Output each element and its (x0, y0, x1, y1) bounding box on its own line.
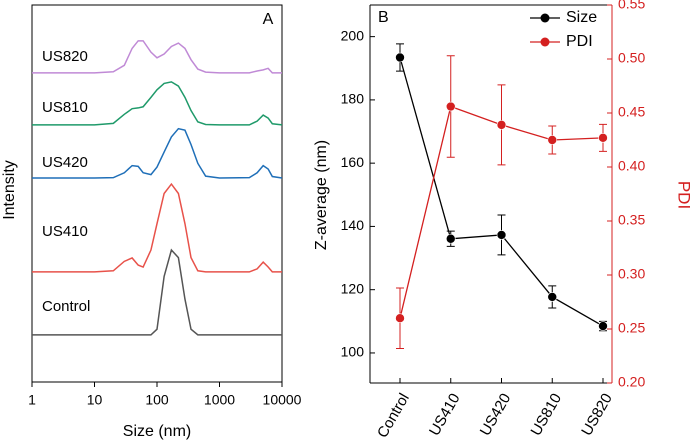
legend-marker (540, 13, 550, 23)
data-point (445, 101, 456, 112)
y2-tick-label: 0.20 (618, 374, 645, 390)
y-axis-label: Intensity (1, 160, 18, 220)
y2-tick-label: 0.35 (618, 212, 645, 228)
y2-tick-label: 0.50 (618, 50, 645, 66)
y-tick-label: 100 (341, 344, 365, 360)
legend-label: Size (566, 9, 597, 26)
y2-tick-label: 0.25 (618, 320, 645, 336)
curve-label: US820 (42, 48, 88, 65)
y-tick-label: 180 (341, 91, 365, 107)
y2-tick-label: 0.45 (618, 104, 645, 120)
x-tick-label: US820 (578, 390, 616, 438)
y2-tick-label: 0.30 (618, 266, 645, 282)
data-point (547, 292, 558, 302)
y-tick-label: 140 (341, 217, 365, 233)
x-tick-label: 10 (87, 392, 103, 408)
curve-label: Control (42, 298, 90, 315)
x-tick-label: US420 (477, 390, 515, 438)
x-tick-label: 1000 (204, 392, 235, 408)
x-tick-label: 100 (145, 392, 169, 408)
x-axis-label: Size (nm) (123, 423, 191, 440)
panel-label: B (378, 9, 389, 26)
curve-label: US810 (42, 99, 88, 116)
y-tick-label: 200 (341, 27, 365, 43)
y2-axis-label: PDI (675, 181, 694, 209)
x-tick-label: 1 (28, 392, 36, 408)
x-tick-label: US410 (426, 390, 464, 438)
y2-tick-label: 0.55 (618, 0, 645, 12)
curve (32, 248, 282, 336)
data-point (496, 120, 507, 130)
y2-tick-label: 0.40 (618, 158, 645, 174)
y-tick-label: 160 (341, 154, 365, 170)
data-point (598, 133, 608, 143)
x-tick-label: 10000 (263, 392, 302, 408)
curve-label: US410 (42, 223, 88, 240)
data-point (445, 233, 456, 244)
y-tick-label: 120 (341, 280, 365, 296)
curve-label: US420 (42, 154, 88, 171)
curve (32, 40, 282, 74)
x-tick-label: Control (374, 390, 413, 440)
curve (32, 182, 282, 273)
panel-label: A (263, 11, 274, 28)
y-axis-label: Z-average (nm) (313, 140, 330, 250)
curve (32, 81, 283, 126)
legend-label: PDI (566, 33, 593, 50)
data-point (547, 135, 558, 145)
data-point (395, 313, 405, 324)
x-tick-label: US810 (527, 390, 565, 438)
data-point (395, 52, 405, 63)
data-point (496, 230, 507, 240)
legend-marker (540, 37, 550, 47)
curve (32, 127, 283, 179)
data-point (598, 321, 608, 331)
